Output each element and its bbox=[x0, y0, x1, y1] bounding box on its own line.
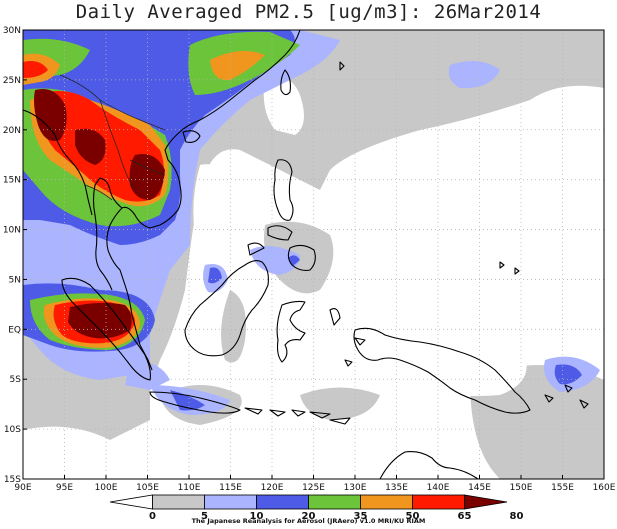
colorbar-level-label: 0 bbox=[149, 511, 156, 522]
colorbar-swatch bbox=[152, 494, 205, 510]
lon-tick-label: 130E bbox=[344, 483, 367, 493]
colorbar-level-label: 35 bbox=[354, 511, 368, 522]
axes: 90E 95E 100E 105E 110E 115E 120E 125E 130E 135E 14… bbox=[3, 26, 616, 493]
credit-line: The Japanese Reanalysis for Aerosol (JRA… bbox=[191, 517, 426, 525]
lon-tick-label: 160E bbox=[593, 483, 616, 493]
colorbar-swatch bbox=[412, 494, 465, 510]
lat-tick-label: EQ bbox=[8, 325, 21, 335]
lon-tick-label: 105E bbox=[136, 483, 159, 493]
lon-tick-label: 125E bbox=[302, 483, 325, 493]
colorbar-end-low bbox=[109, 494, 153, 510]
colorbar-swatch bbox=[360, 494, 413, 510]
lon-tick-label: 95E bbox=[56, 483, 73, 493]
lat-tick-label: 25N bbox=[3, 76, 21, 86]
lon-tick-label: 100E bbox=[95, 483, 118, 493]
lon-tick-label: 115E bbox=[219, 483, 242, 493]
lon-tick-label: 135E bbox=[385, 483, 408, 493]
lon-tick-label: 90E bbox=[14, 483, 31, 493]
lat-tick-label: 5S bbox=[10, 375, 22, 385]
coastlines bbox=[23, 30, 589, 479]
lat-tick-label: 15S bbox=[4, 475, 21, 485]
lat-tick-label: 10N bbox=[3, 226, 21, 236]
lat-tick-label: 15N bbox=[3, 176, 21, 186]
pm25-layer-0-5 bbox=[23, 77, 604, 479]
lon-tick-label: 110E bbox=[178, 483, 201, 493]
colorbar-swatch bbox=[308, 494, 361, 510]
country-borders bbox=[59, 74, 166, 201]
colorbar-level-label: 10 bbox=[250, 511, 264, 522]
lat-tick-label: 5N bbox=[9, 275, 21, 285]
lat-lon-grid bbox=[23, 30, 604, 479]
lon-tick-label: 155E bbox=[551, 483, 574, 493]
lon-tick-label: 120E bbox=[261, 483, 284, 493]
colorbar-level-label: 80 bbox=[509, 511, 523, 522]
colorbar-level-label: 5 bbox=[201, 511, 208, 522]
colorbar: 0 5 10 20 35 50 65 80 bbox=[109, 494, 523, 522]
lon-tick-label: 140E bbox=[427, 483, 450, 493]
colorbar-level-label: 20 bbox=[302, 511, 316, 522]
colorbar-swatch bbox=[204, 494, 257, 510]
colorbar-level-label: 50 bbox=[406, 511, 420, 522]
colorbar-swatch bbox=[256, 494, 309, 510]
colorbar-level-label: 65 bbox=[458, 511, 472, 522]
lon-tick-label: 145E bbox=[468, 483, 491, 493]
map-title: Daily Averaged PM2.5 [ug/m3]: 26Mar2014 bbox=[75, 1, 542, 23]
lon-tick-label: 150E bbox=[510, 483, 533, 493]
lat-tick-label: 10S bbox=[4, 425, 21, 435]
lat-tick-label: 30N bbox=[3, 26, 21, 36]
colorbar-end-high bbox=[464, 494, 508, 510]
lat-tick-label: 20N bbox=[3, 126, 21, 136]
pm25-layer-80-plus bbox=[34, 89, 165, 339]
